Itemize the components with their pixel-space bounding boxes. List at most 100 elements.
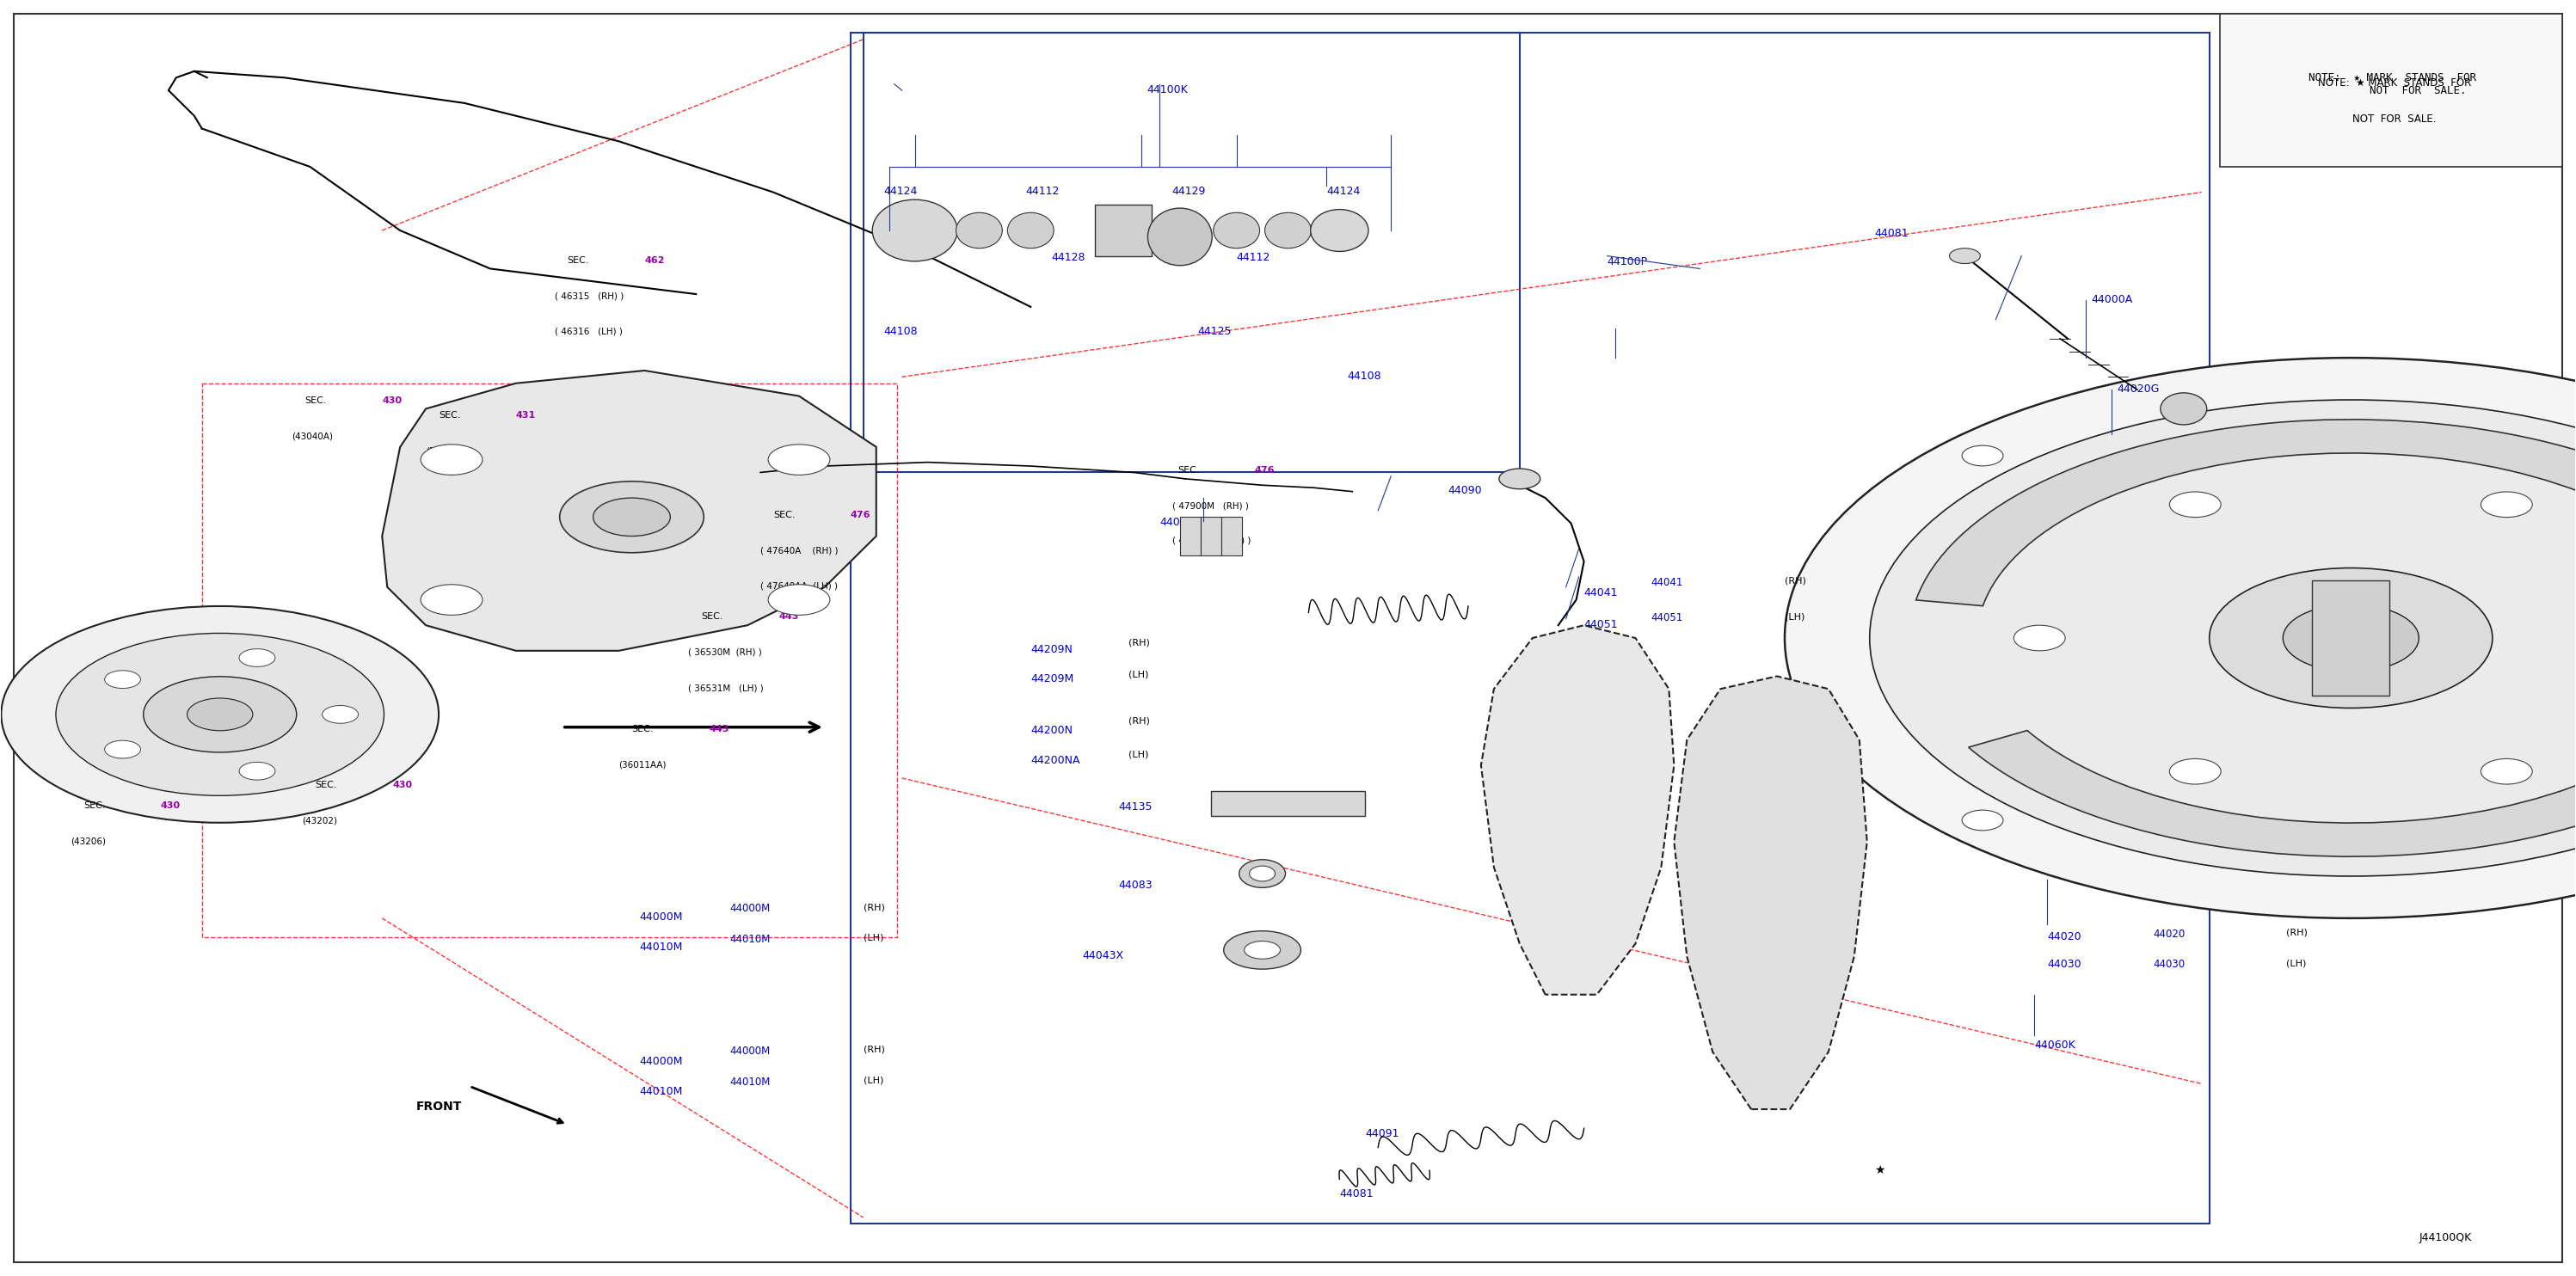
Text: SEC.: SEC.	[1177, 466, 1200, 475]
Text: 44128: 44128	[1051, 253, 1084, 263]
Text: 431: 431	[515, 411, 536, 420]
Text: (RH): (RH)	[863, 1045, 884, 1054]
Text: 44060K: 44060K	[2035, 1039, 2076, 1050]
Text: 44112: 44112	[1025, 186, 1059, 197]
Bar	[850, 33, 2210, 1224]
Text: 430: 430	[392, 781, 412, 790]
Text: 44000A: 44000A	[2092, 295, 2133, 305]
Text: NOTE:  ★ MARK  STANDS  FOR
        NOT  FOR  SALE.: NOTE: ★ MARK STANDS FOR NOT FOR SALE.	[2308, 71, 2476, 96]
Wedge shape	[1968, 670, 2576, 856]
Text: 44010M: 44010M	[729, 1076, 770, 1087]
Circle shape	[1224, 931, 1301, 970]
Ellipse shape	[1239, 860, 1285, 888]
Circle shape	[57, 633, 384, 796]
Text: 44000M: 44000M	[639, 912, 683, 923]
Bar	[2313, 581, 2391, 695]
Text: 44051: 44051	[1584, 619, 1618, 630]
Text: ( 46315   (RH) ): ( 46315 (RH) )	[554, 292, 623, 300]
Text: SEC.: SEC.	[567, 256, 590, 264]
Ellipse shape	[1007, 213, 1054, 249]
Ellipse shape	[1149, 208, 1213, 265]
Text: 44041: 44041	[1584, 587, 1618, 598]
Text: SEC.: SEC.	[314, 781, 337, 790]
Circle shape	[2210, 568, 2494, 708]
Circle shape	[1785, 357, 2576, 919]
Circle shape	[1963, 810, 2004, 831]
Circle shape	[1870, 399, 2576, 877]
Text: (43040A): (43040A)	[291, 431, 332, 440]
Circle shape	[144, 676, 296, 753]
Text: 44200NA: 44200NA	[1030, 755, 1079, 767]
Text: 44020G: 44020G	[2117, 383, 2159, 394]
Text: ( 46316   (LH) ): ( 46316 (LH) )	[554, 327, 623, 336]
Text: 44124: 44124	[884, 186, 917, 197]
Bar	[1180, 517, 1200, 555]
Text: ★: ★	[1875, 1165, 1886, 1176]
Bar	[863, 33, 1520, 472]
Text: ( 47640A    (RH) ): ( 47640A (RH) )	[760, 546, 837, 555]
Text: 476: 476	[850, 510, 871, 519]
Text: (36011AA): (36011AA)	[618, 760, 667, 769]
Ellipse shape	[1249, 866, 1275, 882]
Text: SEC.: SEC.	[82, 801, 106, 809]
Text: 44081: 44081	[1875, 228, 1909, 239]
Text: ( 47640AA  (LH) ): ( 47640AA (LH) )	[760, 582, 837, 591]
Text: 44010M: 44010M	[639, 1086, 683, 1097]
Text: 44083: 44083	[1118, 880, 1151, 891]
Ellipse shape	[2161, 393, 2208, 425]
Text: 44000M: 44000M	[729, 1045, 770, 1057]
Bar	[1200, 517, 1221, 555]
Text: 44020: 44020	[2048, 931, 2081, 942]
Text: 44129: 44129	[1172, 186, 1206, 197]
Text: 44041: 44041	[1651, 577, 1682, 588]
Circle shape	[2014, 625, 2066, 651]
Text: 44209M: 44209M	[1030, 674, 1074, 685]
Text: J44100QK: J44100QK	[2419, 1231, 2473, 1243]
Circle shape	[420, 444, 482, 475]
Text: ( 36530M  (RH) ): ( 36530M (RH) )	[688, 648, 762, 657]
Ellipse shape	[956, 213, 1002, 249]
Text: (LH): (LH)	[863, 934, 884, 942]
Circle shape	[420, 584, 482, 615]
Bar	[2221, 14, 2563, 167]
Text: ( 36531M   (LH) ): ( 36531M (LH) )	[688, 684, 765, 693]
Text: 44000M: 44000M	[729, 903, 770, 914]
Text: (55501A): (55501A)	[425, 447, 466, 456]
Text: 44020: 44020	[2154, 929, 2184, 939]
Ellipse shape	[873, 199, 958, 262]
Circle shape	[322, 706, 358, 723]
Text: ( 47900MA  (LH) ): ( 47900MA (LH) )	[1172, 536, 1252, 545]
Bar	[1221, 517, 1242, 555]
Text: 44135: 44135	[1118, 801, 1151, 813]
Circle shape	[1499, 468, 1540, 489]
Text: (LH): (LH)	[1128, 670, 1149, 679]
Ellipse shape	[1213, 213, 1260, 249]
Ellipse shape	[1265, 213, 1311, 249]
Text: (RH): (RH)	[2287, 929, 2308, 937]
Text: 44100K: 44100K	[1146, 84, 1188, 96]
Circle shape	[2169, 491, 2221, 517]
Text: (43202): (43202)	[301, 817, 337, 824]
Polygon shape	[381, 370, 876, 651]
Circle shape	[768, 444, 829, 475]
Text: (RH): (RH)	[1785, 577, 1806, 586]
Circle shape	[768, 584, 829, 615]
Text: (RH): (RH)	[1128, 638, 1149, 647]
Text: 44000M: 44000M	[639, 1055, 683, 1067]
Text: (LH): (LH)	[1128, 750, 1149, 759]
Circle shape	[2282, 605, 2419, 671]
Text: (RH): (RH)	[863, 903, 884, 911]
Bar	[1211, 791, 1365, 817]
Wedge shape	[1917, 420, 2576, 606]
Text: SEC.: SEC.	[701, 612, 724, 621]
Text: 476: 476	[1255, 466, 1275, 475]
Text: 44010M: 44010M	[729, 934, 770, 944]
Text: 443: 443	[708, 725, 729, 734]
Text: 44027: 44027	[1159, 517, 1193, 528]
Text: (RH): (RH)	[1128, 717, 1149, 726]
Circle shape	[559, 481, 703, 553]
Text: 44030: 44030	[2048, 960, 2081, 970]
Text: 44112: 44112	[1236, 253, 1270, 263]
Circle shape	[240, 649, 276, 666]
Text: 462: 462	[644, 256, 665, 264]
